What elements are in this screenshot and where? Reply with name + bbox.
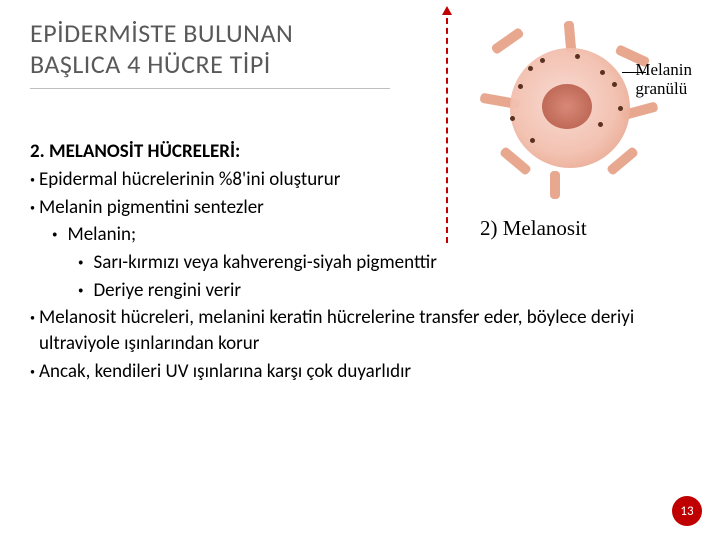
bullet-text: Sarı-kırmızı veya kahverengi-siyah pigme… [93,250,436,276]
bullet-item: • Melanosit hücreleri, melanini keratin … [30,305,690,356]
bullet-text: Epidermal hücrelerinin %8'ini oluşturur [39,167,340,193]
granule-label-l2: granülü [635,79,687,98]
granule-label-l1: Melanin [635,60,692,79]
bullet-text: Ancak, kendileri UV ışınlarına karşı çok… [39,359,411,385]
page-number: 13 [680,504,693,519]
slide: EPİDERMİSTE BULUNAN BAŞLICA 4 HÜCRE TİPİ [0,0,720,540]
figure-caption: 2) Melanosit [480,216,587,241]
bullet-marker-icon: • [52,228,57,248]
bullet-item: • Sarı-kırmızı veya kahverengi-siyah pig… [78,250,690,276]
melanocyte-illustration: Melanin granülü [480,26,690,186]
bullet-text: Melanosit hücreleri, melanini keratin hü… [39,305,690,356]
bullet-marker-icon: • [30,201,35,221]
granule-label: Melanin granülü [635,61,692,98]
page-number-badge: 13 [672,496,702,526]
bullet-marker-icon: • [30,173,35,193]
bullet-text: Melanin; [67,222,136,248]
bullet-text: Deriye rengini verir [93,278,240,304]
title-underline [30,88,390,89]
figure: Melanin granülü 2) Melanosit [430,8,690,243]
bullet-text: Melanin pigmentini sentezler [39,195,264,221]
page-title: EPİDERMİSTE BULUNAN BAŞLICA 4 HÜCRE TİPİ [30,18,390,80]
bullet-marker-icon: • [30,311,35,356]
bullet-marker-icon: • [30,365,35,385]
vertical-arrow [446,8,448,243]
bullet-marker-icon: • [78,284,83,304]
bullet-item: • Deriye rengini verir [78,278,690,304]
bullet-item: • Ancak, kendileri UV ışınlarına karşı ç… [30,359,690,385]
bullet-marker-icon: • [78,256,83,276]
